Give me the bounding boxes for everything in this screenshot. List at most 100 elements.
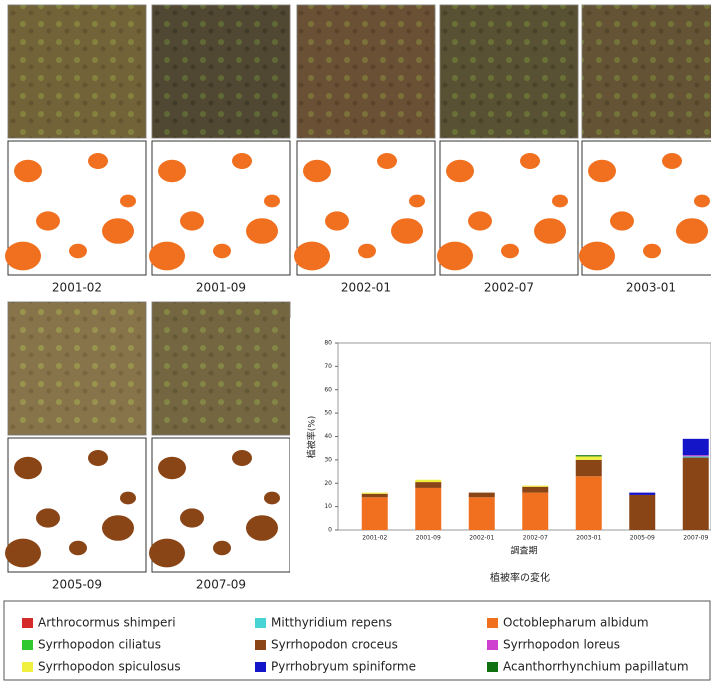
- map-patch: [180, 508, 204, 527]
- bar-segment: [415, 482, 441, 488]
- panel-label: 2001-09: [196, 281, 246, 295]
- photo-texture: [297, 5, 435, 138]
- map-patch: [409, 195, 425, 208]
- chart-frame: [290, 318, 711, 598]
- map-patch: [232, 450, 252, 466]
- x-tick-label: 2002-01: [469, 535, 494, 542]
- x-tick-label: 2005-09: [630, 535, 655, 542]
- panel-label: 2003-01: [626, 281, 676, 295]
- map-patch: [102, 515, 134, 541]
- legend-label: Syrrhopodon loreus: [503, 638, 620, 652]
- map-patch: [358, 244, 376, 258]
- map-patch: [149, 539, 185, 568]
- map-patch: [446, 160, 474, 182]
- map-patch: [88, 450, 108, 466]
- panel-label: 2002-07: [484, 281, 534, 295]
- map-patch: [158, 160, 186, 182]
- x-axis-label: 調査期: [510, 545, 537, 557]
- bar-segment: [683, 456, 709, 457]
- photo-texture: [8, 5, 146, 138]
- map-patch: [676, 218, 708, 244]
- map-patch: [69, 244, 87, 258]
- legend-label: Syrrhopodon croceus: [271, 638, 398, 652]
- map-patch: [437, 242, 473, 271]
- map-patch: [377, 153, 397, 169]
- map-patch: [579, 242, 615, 271]
- y-tick-label: 60: [324, 386, 332, 393]
- x-tick-label: 2001-09: [416, 535, 441, 542]
- legend-label: Arthrocormus shimperi: [38, 616, 176, 630]
- bar-segment: [469, 497, 495, 530]
- x-tick-label: 2003-01: [576, 535, 601, 542]
- photo-texture: [582, 5, 711, 138]
- map-patch: [246, 218, 278, 244]
- photo-texture: [152, 302, 290, 435]
- map-patch: [294, 242, 330, 271]
- map-patch: [468, 211, 492, 230]
- bar-segment: [576, 455, 602, 456]
- map-patch: [501, 244, 519, 258]
- bar-segment: [362, 493, 388, 494]
- map-patch: [213, 541, 231, 555]
- bar-segment: [522, 487, 548, 493]
- map-patch: [232, 153, 252, 169]
- legend-swatch: [255, 662, 266, 672]
- map-patch: [391, 218, 423, 244]
- y-axis-label: 植被率(%): [306, 416, 318, 459]
- x-tick-label: 2007-09: [683, 535, 708, 542]
- y-tick-label: 20: [324, 480, 332, 487]
- map-patch: [264, 492, 280, 505]
- map-patch: [36, 211, 60, 230]
- map-patch: [5, 539, 41, 568]
- bar-segment: [469, 493, 495, 498]
- bar-segment: [576, 456, 602, 460]
- bar-segment: [415, 488, 441, 530]
- map-patch: [325, 211, 349, 230]
- legend-swatch: [255, 640, 266, 650]
- legend-swatch: [22, 618, 33, 628]
- map-patch: [88, 153, 108, 169]
- bar-segment: [415, 480, 441, 482]
- map-patch: [36, 508, 60, 527]
- photo-texture: [8, 302, 146, 435]
- y-tick-label: 40: [324, 433, 332, 440]
- map-patch: [610, 211, 634, 230]
- map-patch: [213, 244, 231, 258]
- map-patch: [158, 457, 186, 479]
- map-patch: [534, 218, 566, 244]
- bar-segment: [522, 493, 548, 530]
- y-tick-label: 0: [328, 527, 332, 534]
- map-patch: [694, 195, 710, 208]
- legend-label: Syrrhopodon spiculosus: [38, 660, 181, 674]
- chart-caption: 植被率の変化: [490, 571, 550, 584]
- legend-label: Syrrhopodon ciliatus: [38, 638, 161, 652]
- y-tick-label: 50: [324, 410, 332, 417]
- map-patch: [552, 195, 568, 208]
- panel-label: 2001-02: [52, 281, 102, 295]
- legend-swatch: [255, 618, 266, 628]
- panel-label: 2002-01: [341, 281, 391, 295]
- map-patch: [180, 211, 204, 230]
- map-patch: [102, 218, 134, 244]
- x-tick-label: 2001-02: [362, 535, 387, 542]
- bar-segment: [362, 497, 388, 530]
- map-patch: [69, 541, 87, 555]
- bar-segment: [522, 486, 548, 487]
- bar-segment: [576, 476, 602, 530]
- map-patch: [662, 153, 682, 169]
- map-patch: [149, 242, 185, 271]
- panel-label: 2007-09: [196, 578, 246, 592]
- legend-label: Pyrrhobryum spiniforme: [271, 660, 416, 674]
- map-patch: [14, 457, 42, 479]
- y-tick-label: 70: [324, 363, 332, 370]
- map-patch: [120, 195, 136, 208]
- legend-swatch: [487, 618, 498, 628]
- y-tick-label: 10: [324, 503, 332, 510]
- legend-label: Acanthorrhynchium papillatum: [503, 660, 689, 674]
- bar-segment: [683, 439, 709, 455]
- map-patch: [14, 160, 42, 182]
- photo-texture: [440, 5, 578, 138]
- map-patch: [588, 160, 616, 182]
